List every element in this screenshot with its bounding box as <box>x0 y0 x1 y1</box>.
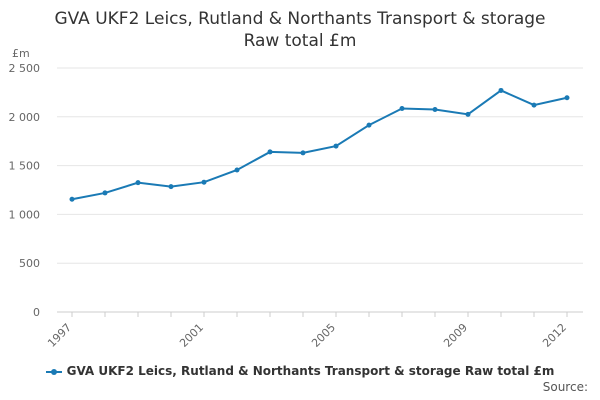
x-tick-label: 2009 <box>441 321 470 350</box>
y-tick-label: 0 <box>33 306 40 319</box>
data-point[interactable] <box>267 149 273 155</box>
data-point[interactable] <box>498 87 504 93</box>
data-point[interactable] <box>465 111 471 117</box>
series-line <box>71 89 568 201</box>
data-point[interactable] <box>300 150 306 156</box>
legend-label: GVA UKF2 Leics, Rutland & Northants Tran… <box>66 364 555 378</box>
data-point[interactable] <box>333 143 339 149</box>
data-point[interactable] <box>234 167 240 173</box>
y-tick-label: 2 500 <box>9 62 41 75</box>
y-axis-unit-label: £m <box>12 47 30 60</box>
chart-title: GVA UKF2 Leics, Rutland & Northants Tran… <box>0 8 600 52</box>
legend-line-marker-icon <box>45 367 62 377</box>
y-axis: £m 0 500 1 000 1 500 2 000 2 500 <box>9 47 41 319</box>
y-tick-label: 500 <box>19 257 40 270</box>
data-point[interactable] <box>366 122 372 128</box>
data-point[interactable] <box>201 179 207 185</box>
data-point[interactable] <box>564 95 570 101</box>
series-group <box>69 87 570 202</box>
x-tick-label: 2005 <box>309 321 338 350</box>
grid-lines <box>57 67 583 313</box>
data-point[interactable] <box>432 106 438 112</box>
data-point[interactable] <box>69 196 75 202</box>
y-tick-label: 1 000 <box>9 208 41 221</box>
x-tick-label: 2012 <box>540 321 569 350</box>
source-label: Source: <box>542 380 588 394</box>
data-point[interactable] <box>102 190 108 196</box>
data-point[interactable] <box>531 102 537 108</box>
x-tick-label: 2001 <box>177 321 206 350</box>
legend[interactable]: GVA UKF2 Leics, Rutland & Northants Tran… <box>0 364 600 378</box>
y-tick-label: 2 000 <box>9 111 41 124</box>
chart-title-line-2: Raw total £m <box>243 31 357 51</box>
x-tick-label: 1997 <box>45 321 74 350</box>
y-tick-label: 1 500 <box>9 160 41 173</box>
chart-title-line-1: GVA UKF2 Leics, Rutland & Northants Tran… <box>54 9 546 29</box>
data-point[interactable] <box>168 184 174 190</box>
data-point[interactable] <box>135 180 141 186</box>
x-axis: 1997 2001 2005 2009 2012 <box>45 311 583 350</box>
data-point[interactable] <box>399 106 405 112</box>
